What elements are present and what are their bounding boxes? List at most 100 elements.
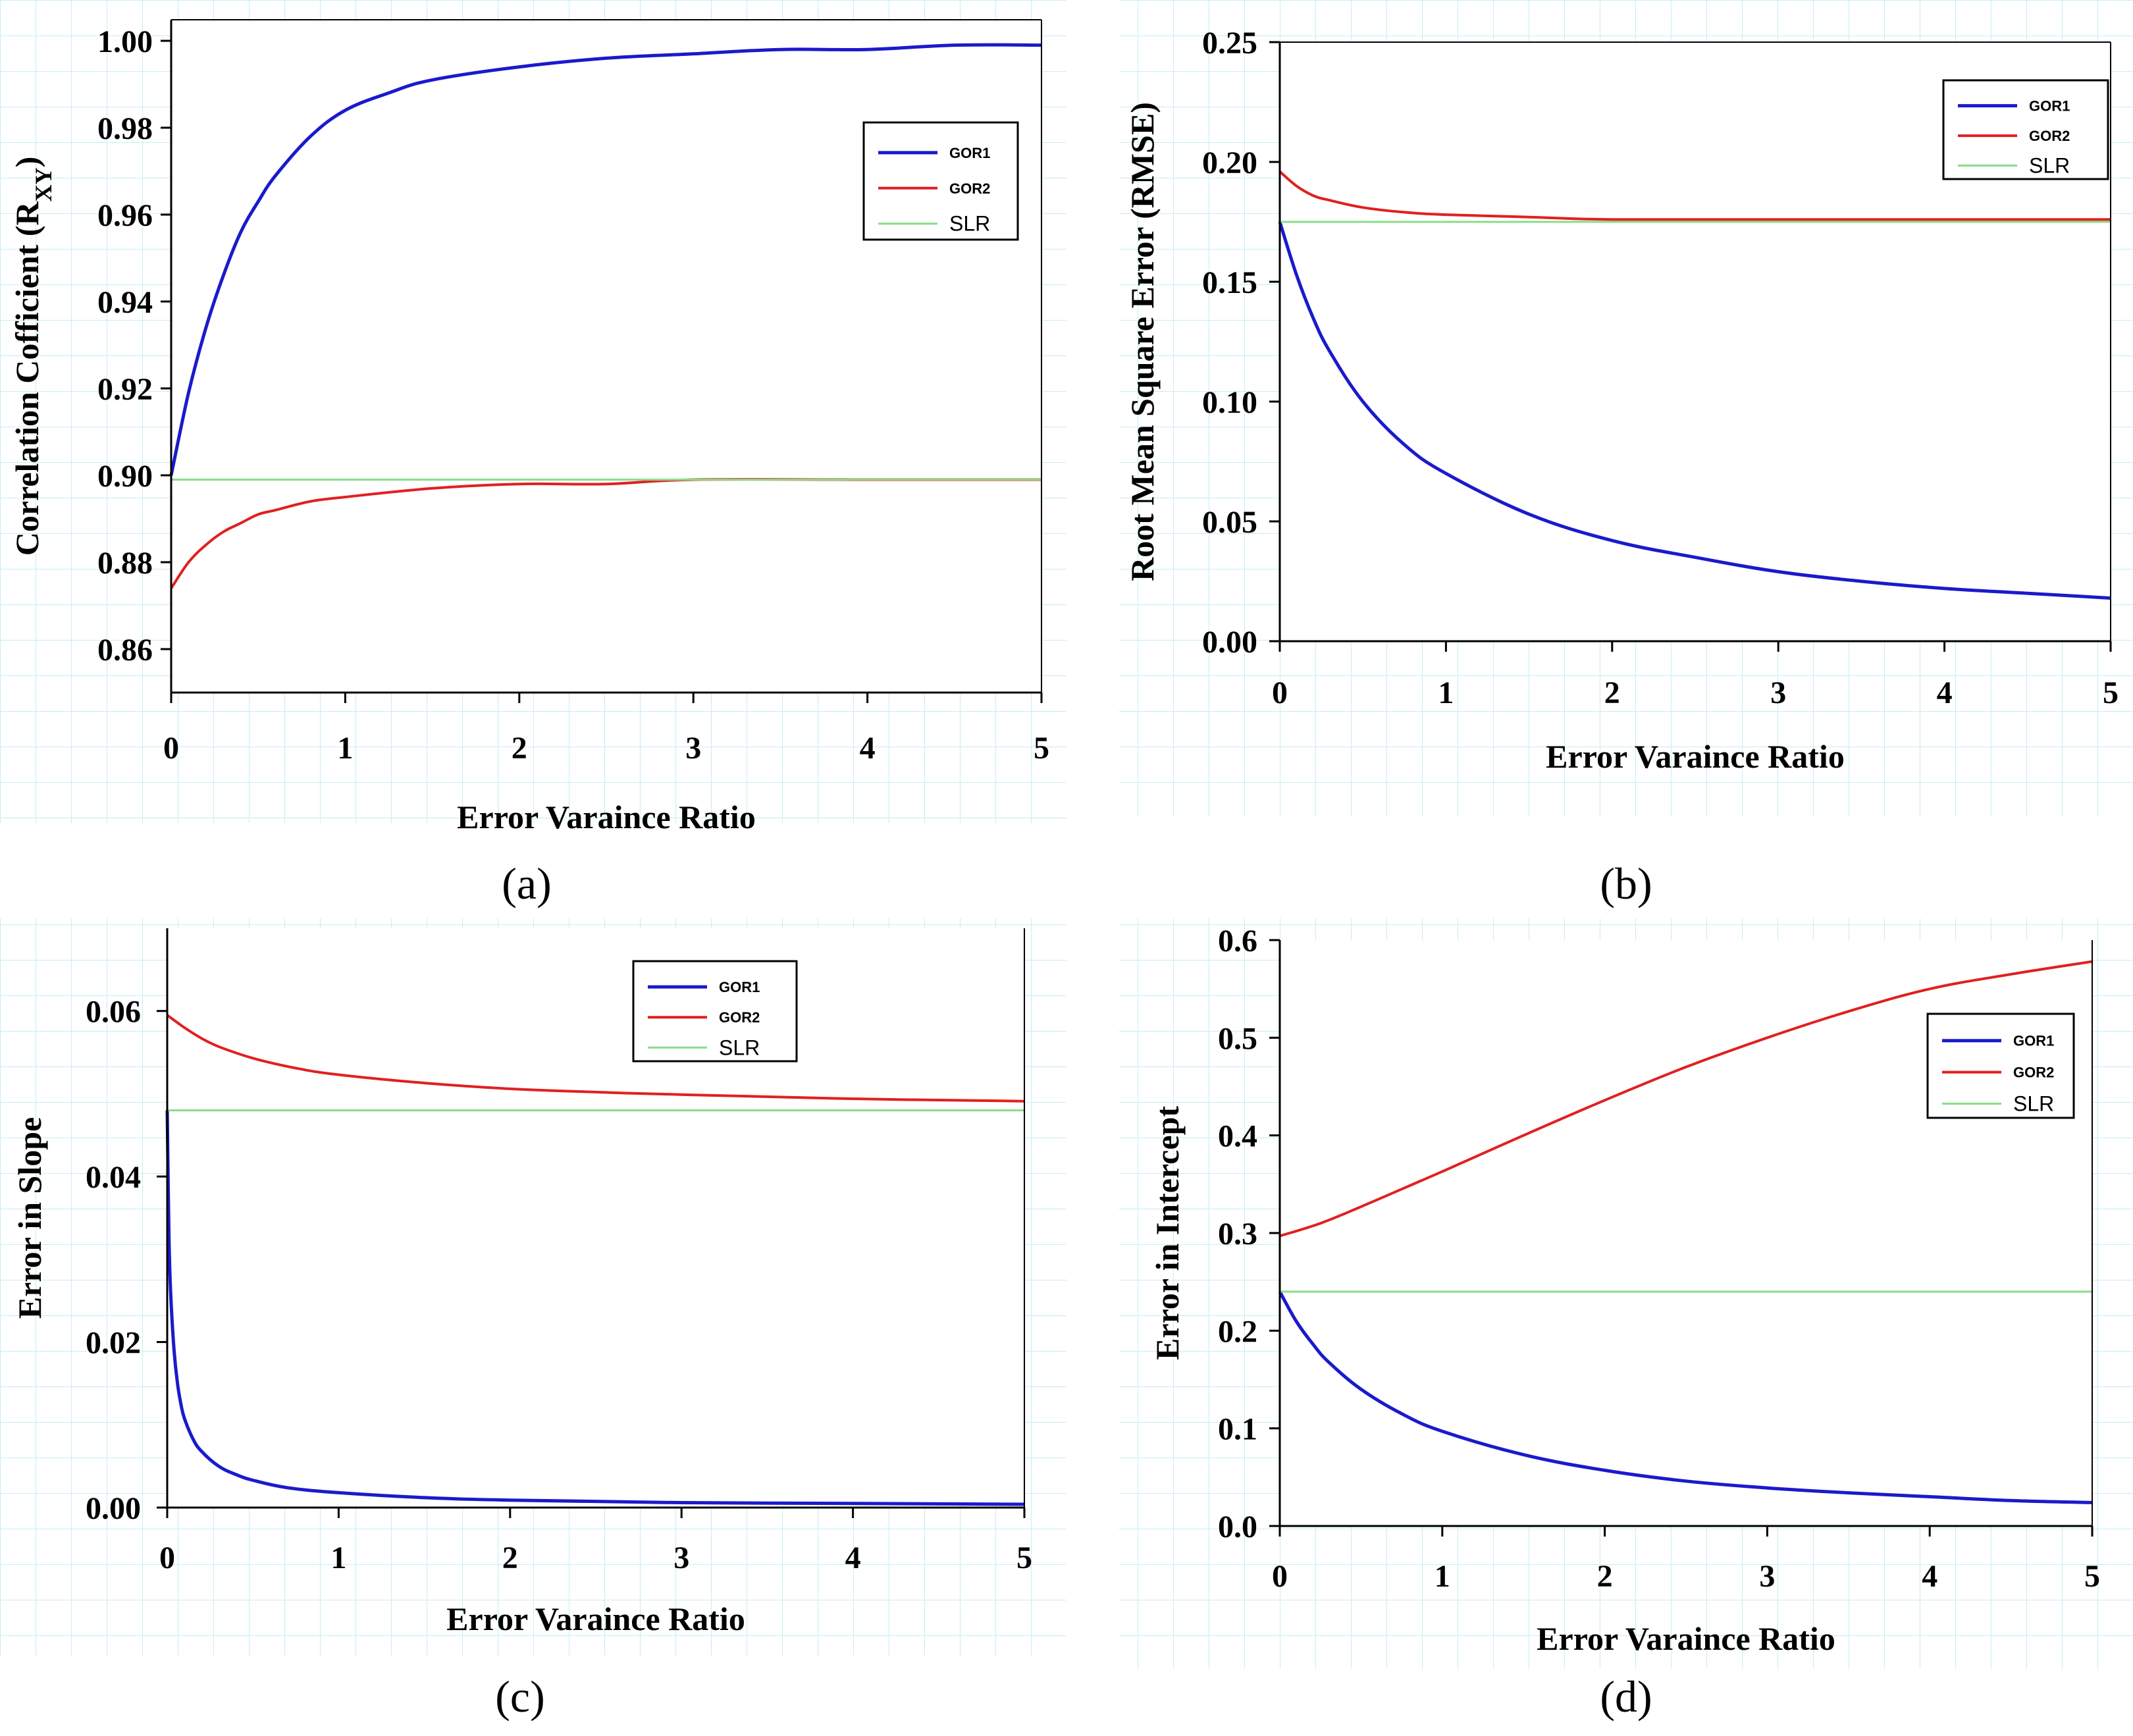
series-line-gor1 — [165, 1110, 1025, 1506]
y-tick-label: 0.1 — [1218, 1412, 1257, 1447]
series-line-gor1 — [1278, 1290, 2093, 1504]
y-tick-label: 0.6 — [1218, 924, 1257, 959]
legend-label-slr: SLR — [2029, 154, 2070, 178]
x-tick-label: 1 — [337, 731, 353, 766]
chart-b: 0.00 0.05 0.10 0.15 0.20 0.25 0 1 2 3 4 5 Error Vara… — [1124, 26, 2119, 775]
y-axis-title-subscript: XY — [30, 167, 57, 201]
x-tick-label: 5 — [2103, 675, 2119, 710]
x-tick-label: 3 — [685, 731, 701, 766]
legend-label-gor1: GOR1 — [2029, 98, 2070, 115]
y-axis-title-text: Root Mean Square Error (RMSE) — [1124, 102, 1161, 581]
y-tick-label: 0.20 — [1202, 145, 1257, 180]
panel-label-a: (a) — [502, 858, 551, 908]
legend-box — [1926, 1013, 2075, 1119]
x-axis-title: Error Varaince Ratio — [1537, 1620, 1835, 1657]
x-tick-label: 5 — [1016, 1540, 1032, 1575]
y-tick-label: 0.2 — [1218, 1314, 1257, 1349]
y-tick-label: 0.02 — [86, 1326, 141, 1361]
y-axis-title-text: Error in Slope — [11, 1117, 48, 1319]
legend-label-gor1: GOR1 — [2013, 1033, 2054, 1049]
x-tick-label: 0 — [1272, 1559, 1288, 1594]
x-tick-label: 2 — [1604, 675, 1620, 710]
x-tick-label: 0 — [159, 1540, 175, 1575]
y-tick-label: 0.04 — [86, 1160, 141, 1195]
series-line-gor1 — [169, 43, 1042, 476]
y-tick-label: 0.5 — [1218, 1021, 1257, 1056]
x-tick-label: 5 — [1034, 731, 1049, 766]
plot-area — [171, 20, 1041, 693]
x-tick-label: 5 — [2084, 1559, 2100, 1594]
x-axis-title-text: Error Varaince Ratio — [1546, 738, 1845, 775]
y-axis-title: Error in Intercept — [1149, 1106, 1186, 1360]
panel-a: 0.86 0.88 0.90 0.92 0.94 0.96 0.98 1.00 0 1 2 3 4 5 Er… — [0, 0, 1066, 928]
series-line-gor2 — [1279, 960, 2093, 1238]
x-axis-title-text: Error Varaince Ratio — [457, 799, 756, 835]
legend: GOR1 GOR2 SLR — [1926, 1013, 2075, 1119]
y-tick-label: 0.00 — [1202, 625, 1257, 660]
panel-label-c: (c) — [495, 1671, 544, 1722]
x-axis-title: Error Varaince Ratio — [457, 799, 756, 835]
y-tick-label: 0.00 — [86, 1491, 141, 1526]
chart-a: 0.86 0.88 0.90 0.92 0.94 0.96 0.98 1.00 0 1 2 3 4 5 Er… — [9, 19, 1049, 835]
x-axis-title: Error Varaince Ratio — [1546, 738, 1845, 775]
y-tick-label: 0.94 — [97, 285, 153, 320]
chart-d: 0.0 0.1 0.2 0.3 0.4 0.5 0.6 0 1 2 3 4 5 Error Varainc… — [1149, 924, 2100, 1657]
y-tick-label: 0.25 — [1202, 26, 1257, 61]
x-tick-label: 4 — [1937, 675, 1953, 710]
x-axis-title-text: Error Varaince Ratio — [446, 1600, 745, 1637]
legend-label-slr: SLR — [2013, 1092, 2054, 1115]
legend-label-gor1: GOR1 — [719, 979, 760, 995]
y-axis-title-close: ) — [9, 157, 45, 168]
panel-label-d: (d) — [1600, 1671, 1652, 1722]
y-axis-title-text: Error in Intercept — [1149, 1106, 1186, 1360]
legend-label-slr: SLR — [949, 212, 990, 236]
x-tick-label: 2 — [1597, 1559, 1613, 1594]
x-tick-label: 4 — [845, 1540, 861, 1575]
x-tick-label: 3 — [1759, 1559, 1775, 1594]
x-tick-label: 1 — [1438, 675, 1454, 710]
x-tick-label: 1 — [1435, 1559, 1450, 1594]
x-tick-label: 3 — [1770, 675, 1786, 710]
legend-box — [1942, 79, 2109, 180]
y-axis-title-text: Correlation Cofficient (R — [9, 201, 45, 556]
y-tick-label: 0.96 — [97, 198, 153, 233]
y-tick-label: 0.10 — [1202, 385, 1257, 420]
x-tick-label: 2 — [502, 1540, 518, 1575]
x-axis-title: Error Varaince Ratio — [446, 1600, 745, 1637]
legend-label-gor2: GOR2 — [2013, 1065, 2054, 1081]
series-line-gor2 — [166, 1014, 1025, 1103]
panel-label-b: (b) — [1600, 858, 1652, 908]
y-axis-title: Error in Slope — [11, 1117, 48, 1319]
y-tick-label: 0.86 — [97, 633, 153, 668]
x-tick-label: 1 — [330, 1540, 346, 1575]
legend-label-gor2: GOR2 — [719, 1009, 760, 1026]
y-tick-label: 0.06 — [86, 995, 141, 1030]
legend: GOR1 GOR2 SLR — [862, 121, 1019, 241]
y-tick-label: 0.90 — [97, 459, 153, 494]
y-tick-label: 0.0 — [1218, 1510, 1257, 1544]
y-tick-label: 0.4 — [1218, 1119, 1257, 1154]
y-tick-label: 0.92 — [97, 372, 153, 407]
y-tick-label: 0.3 — [1218, 1217, 1257, 1251]
legend-label-slr: SLR — [719, 1036, 760, 1059]
panel-c: 0.00 0.02 0.04 0.06 0 1 2 3 4 5 Error Varaince Rat… — [0, 918, 1066, 1722]
legend: GOR1 GOR2 SLR — [1942, 79, 2109, 180]
series-line-gor2 — [1278, 171, 2111, 221]
y-tick-label: 0.98 — [97, 111, 153, 146]
x-tick-label: 3 — [673, 1540, 689, 1575]
chart-c: 0.00 0.02 0.04 0.06 0 1 2 3 4 5 Error Varaince Rat… — [11, 928, 1032, 1637]
y-tick-label: 0.05 — [1202, 505, 1257, 540]
y-axis-title: Correlation Cofficient (RXY) — [9, 157, 57, 556]
legend-box — [632, 960, 798, 1063]
x-tick-label: 0 — [1272, 675, 1288, 710]
y-tick-label: 1.00 — [97, 24, 153, 59]
y-tick-label: 0.88 — [97, 546, 153, 581]
legend-label-gor1: GOR1 — [949, 145, 990, 161]
legend-box — [862, 121, 1019, 241]
series-line-gor1 — [1278, 221, 2111, 600]
x-tick-label: 4 — [1922, 1559, 1937, 1594]
panel-d: 0.0 0.1 0.2 0.3 0.4 0.5 0.6 0 1 2 3 4 5 Error Varainc… — [1119, 918, 2133, 1722]
x-tick-label: 0 — [163, 731, 179, 766]
legend-label-gor2: GOR2 — [949, 180, 990, 197]
